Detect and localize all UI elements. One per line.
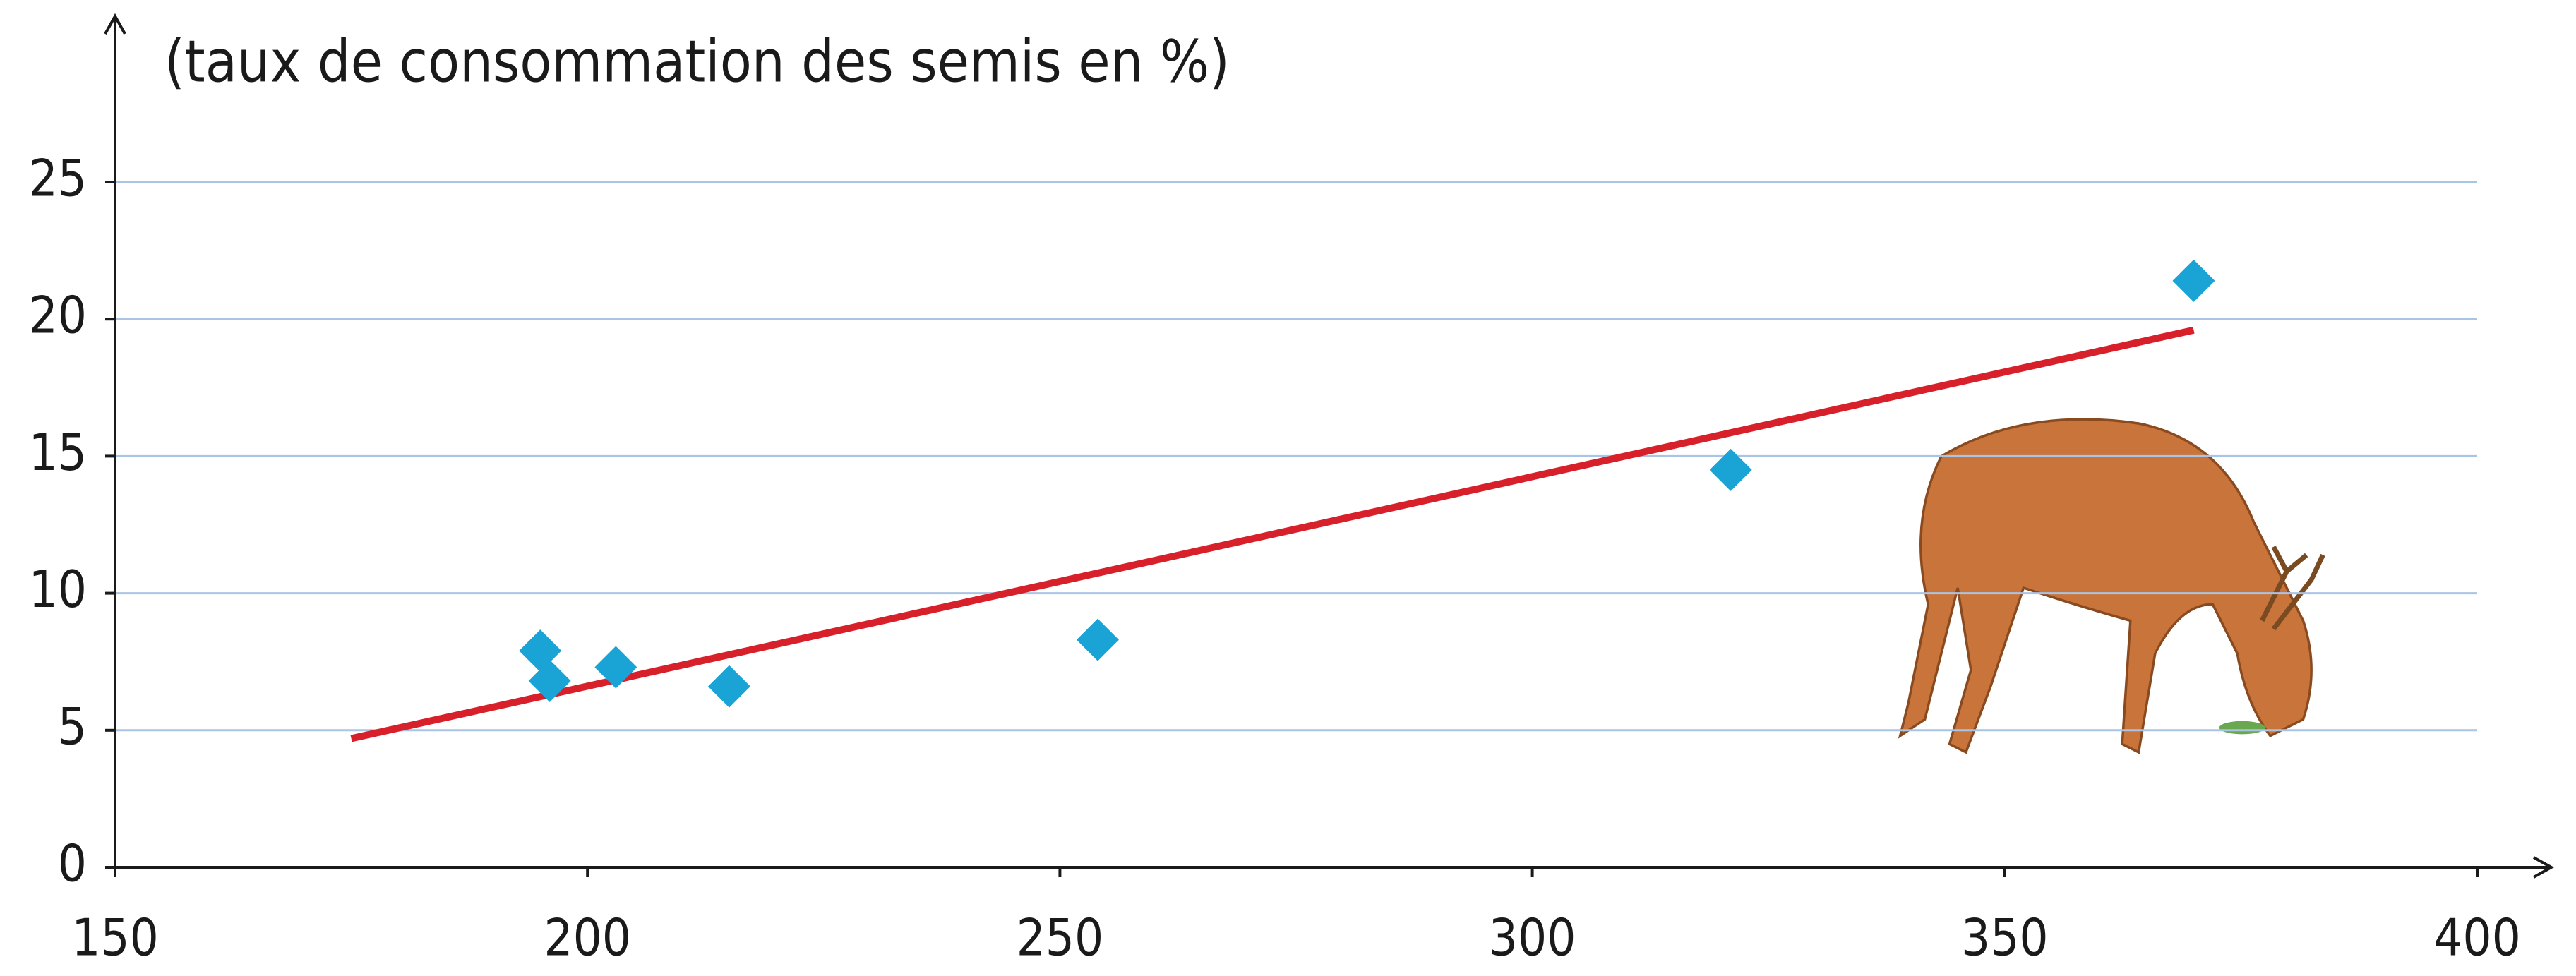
- y-tick-label: 25: [29, 149, 87, 208]
- y-tick-label: 20: [29, 286, 87, 345]
- data-point: [1077, 619, 1119, 661]
- x-tick-label: 350: [1961, 908, 2049, 968]
- y-tick-label: 15: [29, 423, 87, 482]
- x-tick-label: 400: [2433, 908, 2521, 968]
- y-tick-label: 5: [58, 697, 87, 756]
- chart: (taux de consommation des semis en %) 0 5…: [0, 0, 2576, 976]
- x-tick-label: 250: [1017, 908, 1104, 968]
- x-tick-label: 200: [544, 908, 631, 968]
- data-point: [708, 665, 750, 708]
- y-tick-label: 0: [58, 834, 87, 893]
- y-tick-label: 10: [29, 560, 87, 619]
- deer-illustration: [1900, 419, 2323, 752]
- deer-body: [1900, 419, 2312, 752]
- x-tick-label: 150: [71, 908, 159, 968]
- leaves: [2219, 721, 2265, 735]
- y-axis: [105, 16, 125, 867]
- x-tick-label: 300: [1489, 908, 1576, 968]
- data-point: [2172, 260, 2215, 302]
- data-point: [1710, 449, 1752, 491]
- y-axis-label: (taux de consommation des semis en %): [164, 28, 1230, 95]
- x-axis: [115, 857, 2551, 877]
